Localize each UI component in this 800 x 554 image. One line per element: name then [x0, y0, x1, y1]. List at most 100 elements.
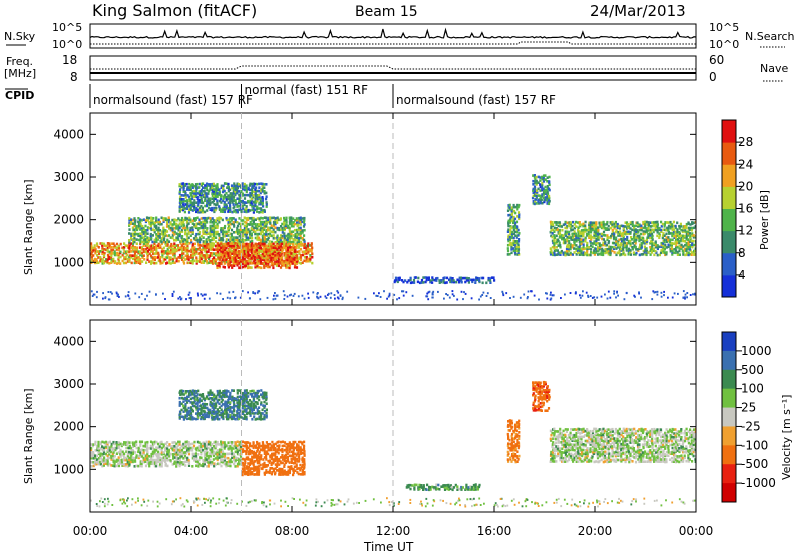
echo-cell: [534, 200, 537, 203]
echo-cell: [582, 290, 584, 293]
echo-cell: [183, 210, 186, 214]
echo-cell: [694, 292, 696, 295]
echo-cell: [92, 457, 95, 460]
echo-cell: [198, 191, 201, 195]
echo-cell: [204, 184, 207, 187]
echo-cell: [684, 243, 687, 247]
echo-cell: [609, 296, 612, 299]
echo-cell: [229, 201, 232, 204]
echo-cell: [94, 454, 97, 457]
echo-cell: [577, 232, 580, 236]
echo-cell: [241, 230, 245, 234]
echo-cell: [638, 238, 641, 241]
echo-cell: [186, 442, 189, 446]
echo-cell: [126, 257, 129, 261]
echo-cell: [247, 254, 250, 258]
echo-cell: [589, 241, 592, 245]
echo-cell: [634, 228, 637, 231]
echo-cell: [97, 246, 100, 249]
echo-cell: [250, 232, 253, 235]
echo-cell: [607, 241, 610, 245]
echo-cell: [297, 246, 300, 249]
echo-cell: [151, 450, 154, 454]
echo-cell: [203, 450, 206, 454]
echo-cell: [287, 236, 290, 240]
echo-cell: [273, 262, 277, 266]
echo-cell: [638, 246, 641, 249]
echo-cell: [183, 190, 186, 193]
echo-cell: [680, 236, 683, 239]
echo-cell: [587, 296, 590, 298]
echo-cell: [628, 247, 631, 251]
echo-cell: [193, 206, 196, 210]
echo-cell: [299, 262, 303, 265]
echo-cell: [211, 248, 214, 251]
echo-cell: [178, 218, 181, 222]
echo-cell: [110, 254, 113, 257]
echo-cell: [220, 194, 223, 197]
echo-cell: [629, 222, 633, 226]
echo-cell: [130, 456, 133, 460]
echo-cell: [194, 186, 197, 190]
echo-cell: [200, 221, 203, 224]
echo-cell: [674, 251, 677, 255]
echo-cell: [265, 216, 268, 220]
echo-cell: [238, 222, 241, 225]
echo-cell: [234, 190, 237, 193]
echo-cell: [671, 223, 674, 226]
echo-cell: [296, 238, 299, 242]
echo-cell: [261, 202, 264, 206]
echo-cell: [117, 446, 120, 449]
echo-cell: [177, 248, 180, 252]
echo-cell: [260, 202, 263, 206]
echo-cell: [214, 259, 217, 263]
echo-cell: [512, 228, 515, 232]
echo-cell: [535, 189, 539, 192]
echo-cell: [90, 244, 93, 248]
echo-cell: [507, 237, 510, 241]
echo-cell: [629, 227, 632, 230]
echo-cell: [184, 446, 187, 450]
echo-cell: [600, 243, 603, 247]
echo-cell: [254, 252, 257, 255]
echo-cell: [582, 222, 585, 226]
echo-cell: [584, 236, 587, 240]
echo-cell: [598, 236, 601, 239]
echo-cell: [512, 247, 515, 250]
echo-cell: [334, 297, 336, 300]
echo-cell: [512, 221, 515, 225]
echo-cell: [126, 246, 130, 249]
echo-cell: [117, 464, 120, 468]
echo-cell: [159, 244, 162, 247]
echo-cell: [233, 225, 236, 228]
echo-cell: [593, 223, 596, 226]
echo-cell: [237, 231, 241, 234]
echo-cell: [249, 469, 252, 472]
echo-cell: [102, 459, 105, 462]
echo-cell: [175, 259, 178, 263]
echo-cell: [586, 247, 589, 251]
echo-cell: [606, 222, 609, 226]
echo-cell: [128, 241, 131, 244]
echo-cell: [507, 234, 510, 238]
echo-cell: [527, 290, 530, 293]
echo-cell: [283, 216, 286, 220]
echo-cell: [272, 244, 275, 248]
echo-cell: [90, 252, 93, 256]
echo-cell: [251, 205, 254, 208]
echo-cell: [240, 189, 243, 193]
echo-cell: [193, 225, 196, 228]
echo-cell: [164, 446, 167, 450]
echo-cell: [209, 242, 212, 245]
echo-cell: [246, 266, 250, 270]
echo-cell: [126, 458, 129, 461]
echo-cell: [96, 458, 99, 461]
echo-cell: [232, 220, 235, 224]
echo-cell: [234, 238, 237, 242]
echo-cell: [286, 262, 289, 265]
echo-cell: [582, 253, 585, 257]
echo-cell: [251, 199, 254, 202]
echo-cell: [307, 242, 310, 245]
echo-cell: [150, 236, 153, 240]
echo-cell: [208, 261, 211, 264]
